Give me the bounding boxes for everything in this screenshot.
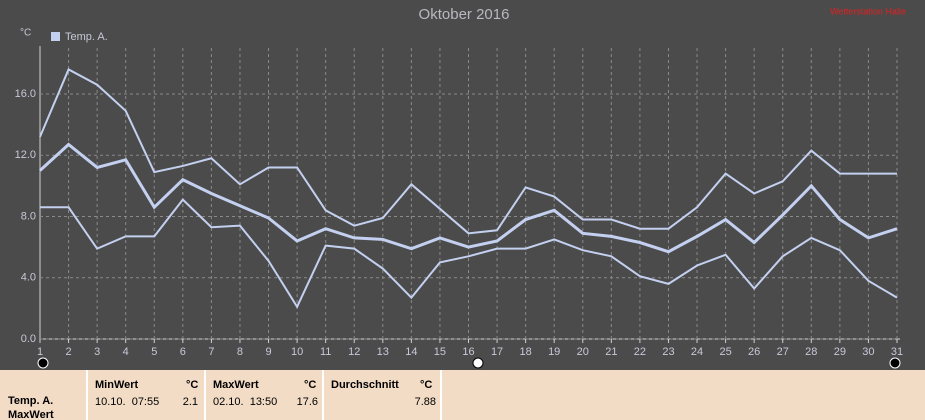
x-tick-label: 7 [208,346,214,358]
y-tick-label: 12.0 [15,149,36,161]
x-tick-label: 20 [577,346,589,358]
x-tick-label: 3 [94,346,100,358]
col-unit: °C [304,379,317,391]
x-tick-label: 5 [151,346,157,358]
x-tick-label: 18 [520,346,532,358]
x-tick-label: 14 [405,346,417,358]
y-tick-label: 0.0 [21,333,36,345]
series-line [39,68,897,235]
moon-icons [37,357,901,369]
x-tick-label: 26 [748,346,760,358]
cell-time: 02.10. 13:50 [213,396,278,408]
x-tick-label: 16 [462,346,474,358]
x-tick-label: 29 [834,346,846,358]
col-unit: °C [420,379,433,391]
col: MaxWert °C 02.10. 13:50 17.6 [204,370,322,420]
row-label: Temp. A. [8,395,54,407]
col-unit: °C [186,379,199,391]
x-tick-label: 17 [491,346,503,358]
col: MinWert °C 10.10. 07:55 2.1 [86,370,204,420]
y-tick-label: 4.0 [21,272,36,284]
chart-title: Oktober 2016 [419,6,510,23]
x-tick-label: 15 [434,346,446,358]
col-header: MaxWert [213,379,259,391]
row-label: MaxWert [8,409,54,420]
moon-full [472,357,484,369]
col: Durchschnitt °C 7.88 [322,370,442,420]
x-tick-label: 9 [265,346,271,358]
chart: Oktober 2016 Wetterstation Halle °C 0.0 4… [15,6,906,369]
x-tick-label: 6 [180,346,186,358]
x-tick-label: 31 [891,346,903,358]
col-header: MinWert [95,379,139,391]
x-tick-label: 10 [291,346,303,358]
series-line [38,142,898,254]
legend-label: Temp. A. [65,31,108,43]
summary-table: Temp. A. MaxWert MinWert °C 10.10. 07:55… [0,370,925,420]
x-tick-label: 8 [237,346,243,358]
x-tick-label: 27 [777,346,789,358]
station-label: Wetterstation Halle [830,6,906,16]
x-tick-label: 19 [548,346,560,358]
cell-time: 10.10. 07:55 [95,396,160,408]
moon-new [889,357,901,369]
y-unit: °C [20,28,31,39]
legend-swatch [51,32,60,41]
moon-new [37,357,49,369]
cell-value: 7.88 [414,396,436,408]
x-tick-label: 12 [348,346,360,358]
col-header: Durchschnitt [331,379,399,391]
x-tick-label: 28 [805,346,817,358]
series-line [40,198,898,309]
x-tick-label: 1 [37,346,43,358]
y-tick-label: 8.0 [21,210,36,222]
cell-value: 2.1 [182,396,198,408]
x-tick-label: 4 [123,346,129,358]
x-tick-label: 22 [634,346,646,358]
y-tick-label: 16.0 [15,88,36,100]
x-tick-label: 30 [862,346,874,358]
cell-value: 17.6 [296,396,318,408]
x-tick-label: 24 [691,346,703,358]
x-tick-label: 13 [377,346,389,358]
x-tick-label: 25 [719,346,731,358]
x-tick-label: 23 [662,346,674,358]
x-tick-label: 11 [320,346,331,358]
x-tick-label: 2 [66,346,72,358]
x-tick-label: 21 [605,346,617,358]
